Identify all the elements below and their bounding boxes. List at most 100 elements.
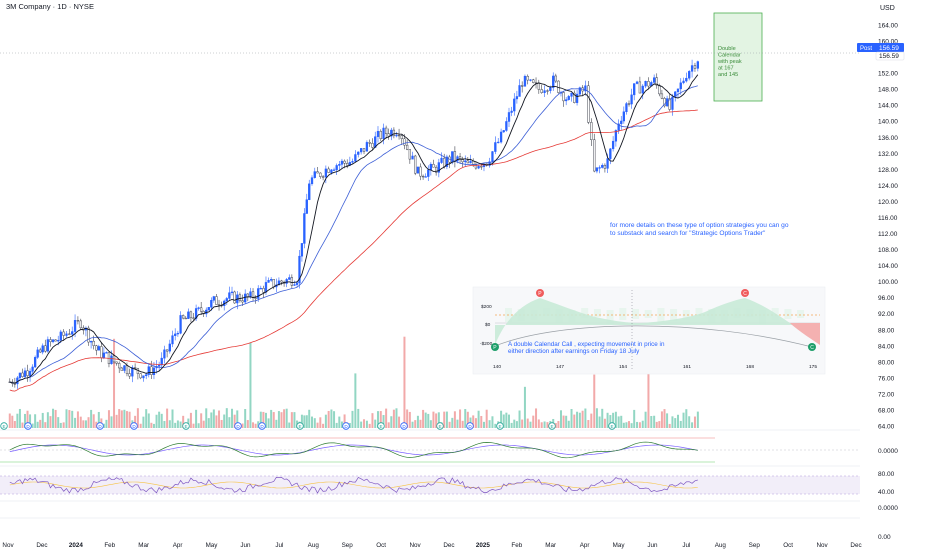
dividend-marker[interactable]: D — [24, 422, 32, 430]
candle-body — [73, 320, 77, 332]
candle-body — [414, 155, 417, 174]
volume-bar — [52, 408, 55, 428]
volume-bar — [622, 422, 625, 428]
volume-bar — [79, 416, 82, 428]
candle-body — [601, 164, 604, 168]
dividend-marker[interactable]: D — [342, 422, 350, 430]
candle-body — [419, 166, 422, 177]
volume-bar — [115, 414, 118, 428]
payoff-end-marker-p[interactable]: P — [491, 343, 499, 351]
earnings-marker[interactable]: E — [296, 422, 304, 430]
time-axis-label: Feb — [104, 542, 115, 549]
volume-bar — [609, 415, 612, 428]
candle-body — [354, 154, 357, 162]
candle-body — [102, 352, 106, 358]
volume-bar — [220, 419, 223, 428]
earnings-marker[interactable]: E — [496, 422, 504, 430]
payoff-peak-marker-p[interactable]: P — [536, 289, 544, 297]
candle-body — [262, 287, 265, 293]
volume-bar — [633, 409, 636, 428]
annotation-box[interactable] — [713, 12, 763, 102]
volume-bar — [236, 410, 239, 428]
candle-body — [565, 99, 568, 102]
candle-body — [357, 151, 360, 155]
price-tick-label: 124.00 — [878, 183, 898, 190]
time-axis-label: Dec — [850, 542, 861, 549]
volume-bar — [437, 412, 440, 428]
volume-bar — [466, 411, 469, 428]
price-candles — [8, 59, 699, 389]
volume-bar — [160, 413, 163, 428]
candle-body — [335, 165, 338, 171]
earnings-marker[interactable]: E — [436, 422, 444, 430]
time-axis-label: 2024 — [69, 542, 84, 549]
volume-bar — [559, 410, 562, 428]
volume-bar — [472, 415, 475, 428]
candle-body — [617, 123, 620, 131]
symbol-title[interactable]: 3M Company · 1D · NYSE — [6, 2, 94, 11]
volume-bar — [71, 410, 74, 428]
volume-bar — [485, 409, 488, 428]
dividend-marker[interactable]: D — [400, 422, 408, 430]
dividend-marker[interactable]: D — [130, 422, 138, 430]
time-axis-label: Jun — [240, 542, 251, 549]
volume-bar — [244, 409, 247, 428]
volume-bar — [16, 413, 19, 428]
double-calendar-box[interactable]: Double Calendar with peak at 167 and 145 — [713, 12, 763, 102]
price-tick-label: 136.00 — [878, 135, 898, 142]
volume-bar — [150, 422, 153, 428]
payoff-caption-line-1: A double Calendar Call , expecting movem… — [508, 341, 665, 348]
candle-body — [277, 280, 281, 286]
volume-bar — [573, 414, 576, 428]
time-axis-label: Apr — [173, 542, 183, 549]
candle-body — [359, 148, 363, 153]
volume-bar — [392, 409, 395, 428]
payoff-diagram[interactable]: $200 $0 -$200 140 147 154 161 168 175 P C P C… — [472, 286, 826, 375]
earnings-marker[interactable]: E — [182, 422, 190, 430]
volume-bar — [212, 409, 215, 428]
candle-body — [443, 157, 446, 167]
volume-bar — [515, 421, 518, 428]
payoff-peak-marker-c[interactable]: C — [741, 289, 749, 297]
event-marker-text: D — [468, 424, 472, 429]
payoff-end-marker-c[interactable]: C — [808, 343, 816, 351]
volume-bar — [668, 423, 671, 428]
end-marker-c-text: C — [810, 345, 814, 351]
volume-bar — [145, 409, 148, 428]
candle-body — [150, 366, 153, 375]
candle-body — [456, 156, 459, 162]
earnings-marker[interactable]: E — [377, 422, 385, 430]
candle-body — [288, 277, 291, 280]
volume-bar — [612, 412, 615, 428]
price-tick-label: 132.00 — [878, 151, 898, 158]
candle-body — [44, 345, 47, 352]
volume-bar — [147, 413, 150, 428]
dividend-marker[interactable]: D — [466, 422, 474, 430]
earnings-marker[interactable]: E — [0, 422, 8, 430]
volume-bar — [107, 410, 110, 428]
candle-body — [682, 80, 685, 84]
dividend-marker[interactable]: D — [234, 422, 242, 430]
volume-bar — [174, 422, 177, 428]
dividend-marker[interactable]: D — [96, 422, 104, 430]
volume-bar — [324, 414, 327, 428]
volume-bar — [658, 421, 661, 428]
event-marker-text: E — [610, 424, 613, 429]
candle-body — [609, 148, 612, 159]
time-axis-label: Feb — [511, 542, 522, 549]
event-marker-text: E — [438, 424, 441, 429]
dividend-marker[interactable]: D — [258, 422, 266, 430]
volume-bar — [448, 421, 451, 428]
earnings-marker[interactable]: E — [548, 422, 556, 430]
volume-bar — [59, 422, 62, 428]
payoff-x-label: 175 — [809, 364, 817, 370]
candle-body — [660, 93, 664, 99]
candle-body — [165, 349, 169, 352]
candle-body — [693, 65, 697, 69]
volume-bar — [18, 408, 21, 428]
peak-marker-c-text: C — [743, 291, 747, 297]
earnings-marker[interactable]: E — [608, 422, 616, 430]
oscillator-pane — [0, 437, 860, 463]
